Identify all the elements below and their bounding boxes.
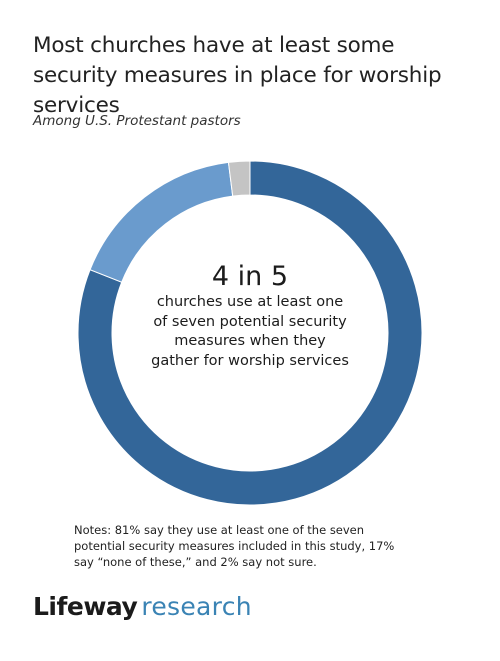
chart-title: Most churches have at least some securit…: [33, 33, 442, 118]
donut-slice-use-at-least-one-security-measure: [77, 160, 423, 506]
center-description: churches use at least one of seven poten…: [151, 294, 349, 369]
logo-word-research: research: [141, 592, 252, 621]
lifeway-research-logo: Lifeway research: [33, 592, 252, 622]
chart-subtitle: Among U.S. Protestant pastors: [33, 113, 241, 129]
chart-notes: Notes: 81% say they use at least one of …: [74, 523, 395, 569]
center-headline: 4 in 5: [211, 261, 289, 292]
donut-slice-not-sure: [227, 160, 251, 197]
logo-word-lifeway: Lifeway: [33, 592, 138, 621]
